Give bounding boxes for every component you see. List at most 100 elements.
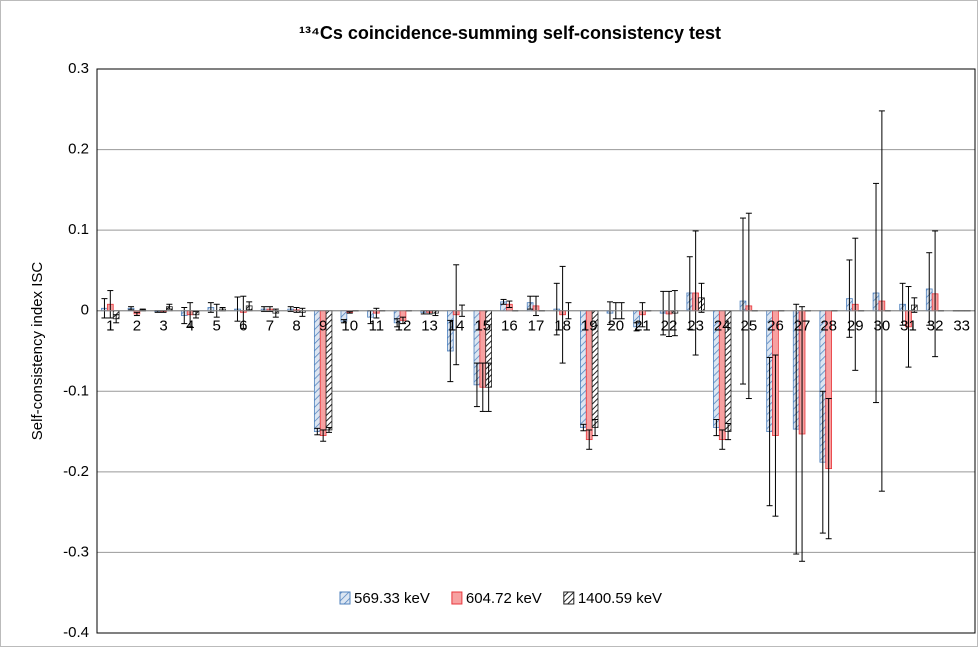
x-tick-label: 20 (607, 318, 624, 335)
y-tick-label: -0.3 (63, 543, 89, 560)
error-bar (905, 286, 912, 368)
x-tick-label: 4 (186, 318, 194, 335)
error-bar (873, 182, 880, 404)
x-tick-label: 33 (953, 318, 970, 335)
error-bar (192, 311, 199, 319)
error-bar (559, 265, 566, 364)
y-tick-label: -0.2 (63, 463, 89, 480)
legend-swatch (563, 591, 575, 605)
chart-title: ¹³⁴Cs coincidence-summing self-consisten… (299, 23, 721, 43)
legend-label: 604.72 keV (466, 590, 542, 607)
error-bar (473, 362, 480, 408)
y-tick-label: 0 (81, 302, 89, 319)
error-bar (240, 295, 247, 329)
error-bar (739, 217, 746, 385)
error-bar (326, 427, 333, 433)
y-tick-label: -0.1 (63, 382, 89, 399)
x-tick-label: 27 (794, 318, 811, 335)
error-bar (346, 311, 353, 314)
y-tick-label: 0.2 (68, 141, 89, 158)
error-bar (500, 298, 507, 305)
x-tick-label: 29 (847, 318, 864, 335)
error-bar (394, 318, 401, 328)
error-bar (932, 230, 939, 358)
x-tick-label: 19 (581, 318, 598, 335)
error-bar (320, 429, 327, 442)
error-bar (399, 316, 406, 325)
y-axis-label: Self-consistency index ISC (29, 262, 46, 441)
error-bar (580, 423, 587, 432)
x-tick-label: 3 (159, 318, 167, 335)
error-bar (926, 252, 933, 326)
error-bar (485, 362, 492, 412)
x-tick-label: 15 (474, 318, 491, 335)
x-tick-label: 5 (213, 318, 221, 335)
x-tick-label: 13 (421, 318, 438, 335)
x-tick-label: 24 (714, 318, 731, 335)
y-tick-label: 0.3 (68, 60, 89, 77)
error-bar (852, 237, 859, 371)
error-bar (639, 302, 646, 328)
legend-swatch (451, 591, 463, 605)
plot-frame (96, 68, 976, 634)
error-bar (592, 418, 599, 437)
error-bar (373, 307, 380, 319)
y-tick-label: -0.4 (63, 624, 89, 641)
error-bar (899, 282, 906, 326)
error-bar (133, 311, 140, 317)
error-bar (698, 282, 705, 313)
error-bar (181, 306, 188, 325)
error-bar (113, 314, 120, 324)
x-tick-label: 26 (767, 318, 784, 335)
error-bar (719, 429, 726, 450)
error-bar (772, 354, 779, 517)
error-bar (246, 301, 253, 311)
error-bar (878, 110, 885, 492)
error-bar (234, 296, 241, 322)
error-bar (660, 290, 667, 336)
error-bar (128, 306, 135, 311)
x-tick-label: 8 (292, 318, 300, 335)
error-bar (447, 319, 454, 383)
error-bar (453, 264, 460, 366)
error-bar (766, 356, 773, 507)
legend-swatch (339, 591, 351, 605)
error-bar (293, 306, 300, 313)
x-tick-label: 32 (927, 318, 944, 335)
x-tick-label: 16 (501, 318, 518, 335)
error-bar (479, 362, 486, 412)
error-bar (799, 306, 806, 562)
error-bar (606, 301, 613, 325)
error-bar (745, 212, 752, 400)
plot-area (97, 69, 975, 633)
error-bar (633, 322, 640, 332)
error-bar (713, 418, 720, 437)
legend-label: 569.33 keV (354, 590, 430, 607)
error-bar (299, 307, 306, 317)
error-bar (533, 295, 539, 317)
error-bar (692, 230, 699, 356)
x-tick-label: 1 (106, 318, 114, 335)
x-tick-label: 11 (369, 318, 385, 335)
error-bar (686, 256, 693, 330)
error-bar (793, 303, 800, 555)
error-bar (187, 302, 194, 328)
error-bar (166, 303, 173, 310)
error-bar (340, 319, 347, 324)
x-tick-label: 7 (266, 318, 274, 335)
x-tick-label: 21 (634, 318, 651, 335)
error-bar (101, 298, 108, 319)
error-bar (671, 290, 678, 337)
error-bar (666, 290, 673, 337)
error-bar (506, 300, 513, 308)
error-bar (107, 290, 114, 319)
x-tick-label: 6 (239, 318, 247, 335)
x-tick-label: 18 (554, 318, 571, 335)
error-bar (911, 297, 918, 313)
x-tick-label: 12 (395, 318, 412, 335)
error-bar (846, 259, 853, 338)
x-tick-label: 17 (528, 318, 545, 335)
x-tick-label: 9 (319, 318, 327, 335)
x-tick-label: 28 (820, 318, 837, 335)
